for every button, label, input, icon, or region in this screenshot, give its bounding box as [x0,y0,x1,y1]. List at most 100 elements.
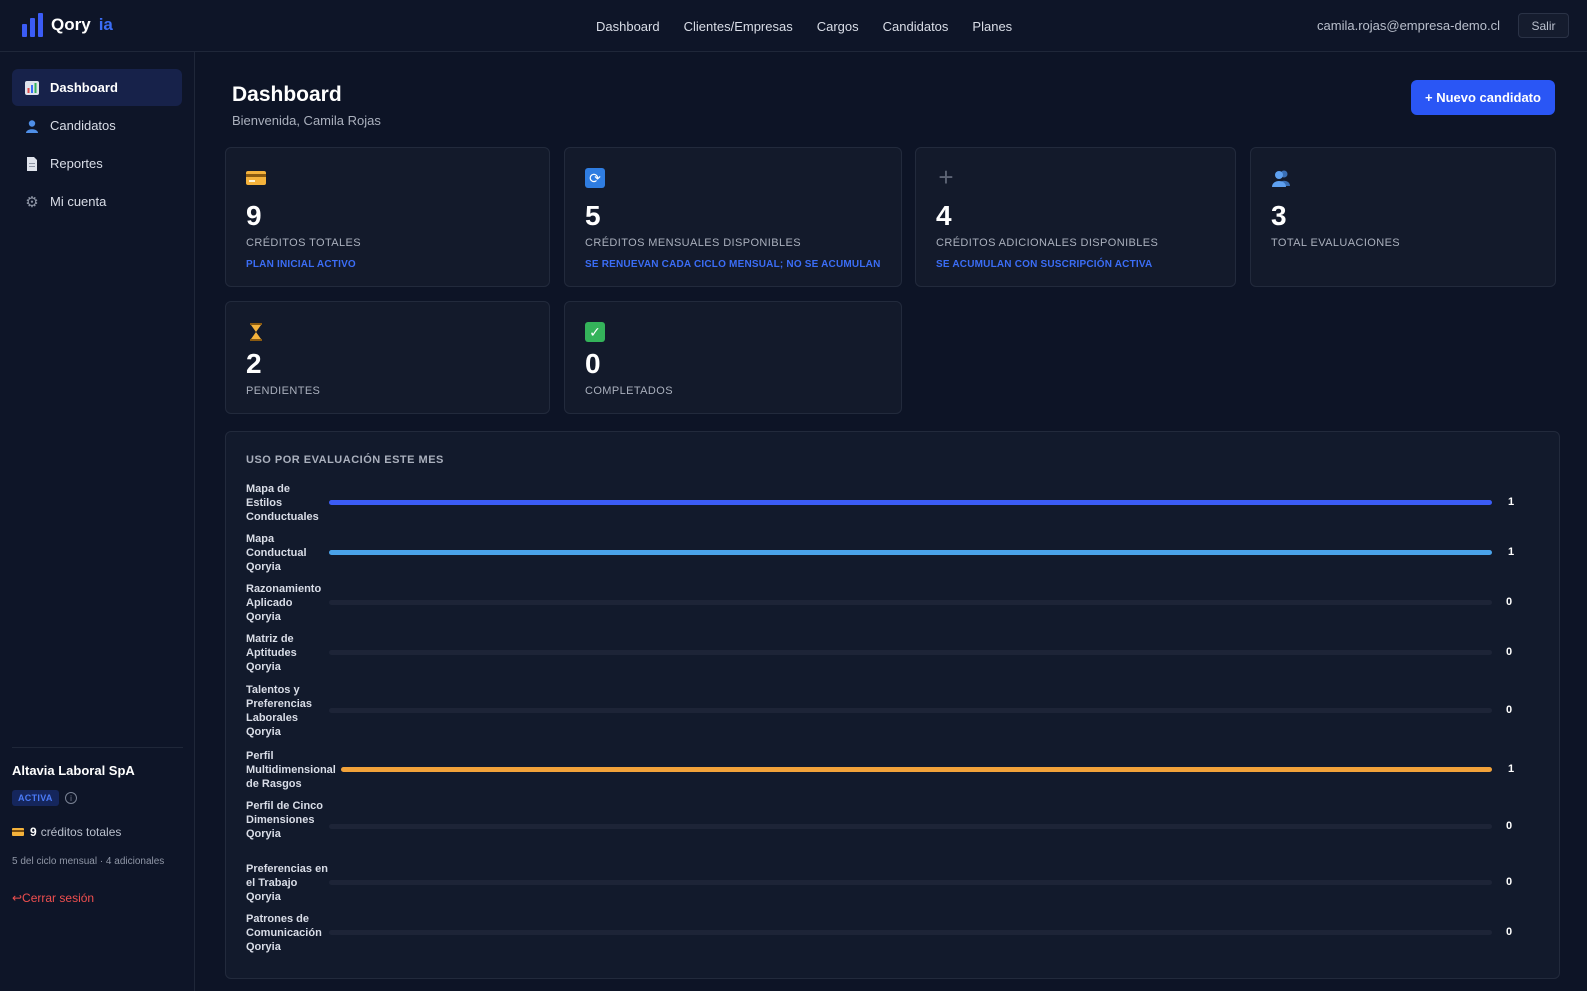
hourglass-icon [246,322,266,342]
topnav-candidatos[interactable]: Candidatos [882,18,949,34]
sidebar-item-dashboard[interactable]: Dashboard [12,69,182,106]
check-icon: ✓ [585,322,605,342]
logo-bars-icon [22,13,43,37]
stat-note: Se renuevan cada ciclo mensual; no se ac… [585,259,881,270]
status-badge: ACTIVA [12,790,59,806]
stat-card-creditos-totales: 9 Créditos totales Plan Inicial activo [225,147,550,287]
logout-button[interactable]: Salir [1518,13,1569,38]
sidebar-item-reportes[interactable]: Reportes [12,145,182,182]
app-name: Qory [51,15,91,34]
usage-bar-track [329,880,1492,885]
stat-card-pendientes: 2 Pendientes [225,301,550,414]
stat-value: 5 [585,200,601,231]
sidebar-item-label: Dashboard [50,80,118,95]
stat-label: Créditos adicionales disponibles [936,237,1159,249]
document-icon [25,156,39,171]
topnav-planes[interactable]: Planes [972,18,1013,34]
usage-count: 1 [1508,546,1515,558]
stat-value: 3 [1271,200,1287,231]
usage-bar-track [329,500,1492,505]
sidebar-logout-link[interactable]: ↩Cerrar sesión [12,891,95,905]
user-email: camila.rojas@empresa-demo.cl [1317,18,1500,33]
stat-label: Completados [585,385,673,397]
topnav-dashboard[interactable]: Dashboard [596,18,660,34]
company-name: Altavia Laboral SpA [12,763,135,778]
stat-card-creditos-adicionales: + 4 Créditos adicionales disponibles Se … [915,147,1236,287]
usage-label: Talentos y Preferencias Laborales Qoryia [246,684,313,738]
app-name-suffix: ia [98,15,113,34]
usage-bar-track [329,550,1492,555]
usage-label: Mapa de Estilos Conductuales [246,483,319,523]
bar-chart-icon [25,80,39,95]
sidebar-credits-breakdown: 5 del ciclo mensual · 4 adicionales [12,856,165,867]
stat-note: Se acumulan con suscripción activa [936,259,1153,270]
usage-row: Preferencias en el Trabajo Qoryia 0 [226,862,1561,904]
usage-label: Patrones de Comunicación Qoryia [246,913,322,953]
stat-label: Créditos mensuales disponibles [585,237,801,249]
users-icon [1271,168,1291,188]
sidebar-item-label: Candidatos [50,118,116,133]
sidebar-credits-label: créditos totales [40,825,122,839]
stat-value: 0 [585,348,601,379]
usage-count: 0 [1506,596,1513,608]
gear-icon: ⚙ [25,193,39,211]
usage-label: Mapa Conductual Qoryia [246,533,307,573]
usage-count: 0 [1506,820,1513,832]
stat-note: Plan Inicial activo [246,259,356,270]
top-navigation: Dashboard Clientes/Empresas Cargos Candi… [596,0,1012,52]
refresh-icon: ⟳ [585,168,605,188]
new-candidate-button[interactable]: + Nuevo candidato [1411,80,1555,115]
usage-bar-fill [329,550,1492,555]
sidebar: Dashboard Candidatos Reportes ⚙ Mi cuent… [0,52,195,991]
usage-bar-track [329,708,1492,713]
sidebar-item-candidatos[interactable]: Candidatos [12,107,182,144]
stat-card-creditos-mensuales: ⟳ 5 Créditos mensuales disponibles Se re… [564,147,902,287]
credit-card-icon [246,171,266,185]
stat-label: Créditos totales [246,237,362,249]
usage-label: Perfil de Cinco Dimensiones Qoryia [246,800,324,840]
sidebar-credits: 9 créditos totales [12,825,121,839]
stat-value: 4 [936,200,952,231]
usage-count: 0 [1506,876,1513,888]
usage-bar-track [329,600,1492,605]
topnav-cargos[interactable]: Cargos [816,18,859,34]
info-icon[interactable]: i [65,792,77,804]
stat-card-total-evaluaciones: 3 Total evaluaciones [1250,147,1556,287]
usage-count: 0 [1506,704,1513,716]
usage-row: Mapa de Estilos Conductuales 1 [226,482,1561,524]
usage-bar-track [329,824,1492,829]
app-logo[interactable]: Qory ia [22,13,113,37]
topnav-clientes-empresas[interactable]: Clientes/Empresas [683,18,793,34]
stat-label: Pendientes [246,385,321,397]
usage-count: 1 [1508,496,1515,508]
usage-row: Talentos y Preferencias Laborales Qoryia… [226,683,1561,739]
usage-row: Perfil Multidimensional de Rasgos 1 [226,749,1561,791]
usage-title: USO POR EVALUACIÓN ESTE MES [246,454,444,466]
usage-bar-track [329,650,1492,655]
usage-row: Patrones de Comunicación Qoryia 0 [226,912,1561,954]
stat-card-completados: ✓ 0 Completados [564,301,902,414]
stat-label: Total evaluaciones [1271,237,1401,249]
usage-label: Preferencias en el Trabajo Qoryia [246,863,328,903]
sidebar-credits-value: 9 [30,825,37,839]
stat-value: 9 [246,200,262,231]
usage-bar-track [329,930,1492,935]
stat-value: 2 [246,348,262,379]
usage-count: 1 [1508,763,1515,775]
usage-label: Perfil Multidimensional de Rasgos [246,750,336,790]
usage-count: 0 [1506,646,1513,658]
usage-label: Matriz de Aptitudes Qoryia [246,633,297,673]
usage-count: 0 [1506,926,1513,938]
page-subtitle: Bienvenida, Camila Rojas [232,113,381,128]
usage-row: Matriz de Aptitudes Qoryia 0 [226,632,1561,674]
usage-row: Perfil de Cinco Dimensiones Qoryia 0 [226,799,1561,855]
sidebar-item-mi-cuenta[interactable]: ⚙ Mi cuenta [12,183,182,220]
sidebar-item-label: Mi cuenta [50,194,107,209]
page-title: Dashboard [232,83,342,106]
usage-row: Razonamiento Aplicado Qoryia 0 [226,582,1561,624]
sidebar-divider [12,747,183,748]
user-icon [25,119,39,133]
usage-bar-fill [341,767,1492,772]
usage-row: Mapa Conductual Qoryia 1 [226,532,1561,574]
usage-bar-track [341,767,1492,772]
